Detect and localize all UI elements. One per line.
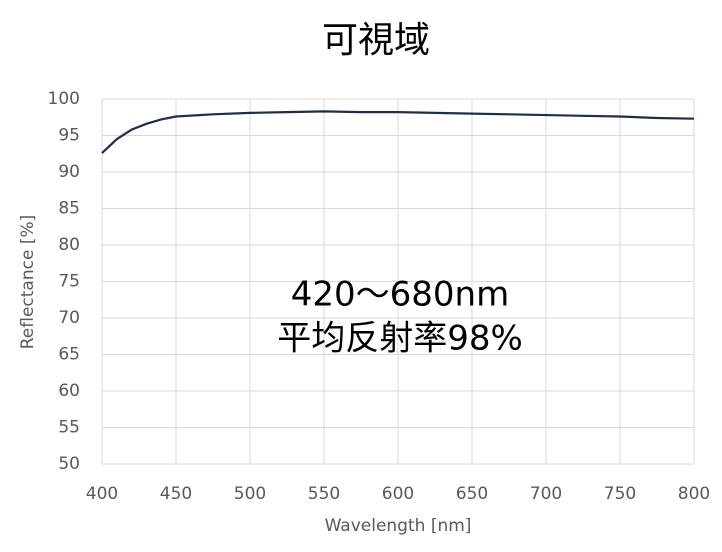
- y-tick-label: 80: [58, 235, 80, 255]
- x-tick-label: 550: [308, 484, 340, 504]
- x-tick-label: 500: [234, 484, 266, 504]
- y-tick-label: 100: [48, 89, 80, 109]
- annotation: 420～680nm: [291, 275, 509, 315]
- chart-title: 可視域: [322, 20, 430, 61]
- annotation: 平均反射率98%: [277, 319, 523, 359]
- x-tick-label: 450: [160, 484, 192, 504]
- y-tick-label: 70: [58, 308, 80, 328]
- y-tick-label: 75: [58, 272, 80, 292]
- y-tick-label: 55: [58, 418, 80, 438]
- y-axis-label: Reflectance [%]: [18, 215, 38, 350]
- y-tick-label: 85: [58, 199, 80, 219]
- y-tick-label: 90: [58, 162, 80, 182]
- x-tick-label: 400: [86, 484, 118, 504]
- data-line: [101, 110, 695, 154]
- x-tick-label: 650: [456, 484, 488, 504]
- y-tick-label: 50: [58, 454, 80, 474]
- x-tick-label: 600: [382, 484, 414, 504]
- x-tick-label: 800: [678, 484, 710, 504]
- x-tick-label: 750: [604, 484, 636, 504]
- y-tick-label: 60: [58, 381, 80, 401]
- x-axis-label: Wavelength [nm]: [325, 516, 472, 536]
- y-tick-label: 95: [58, 126, 80, 146]
- x-tick-label: 700: [530, 484, 562, 504]
- y-tick-label: 65: [58, 345, 80, 365]
